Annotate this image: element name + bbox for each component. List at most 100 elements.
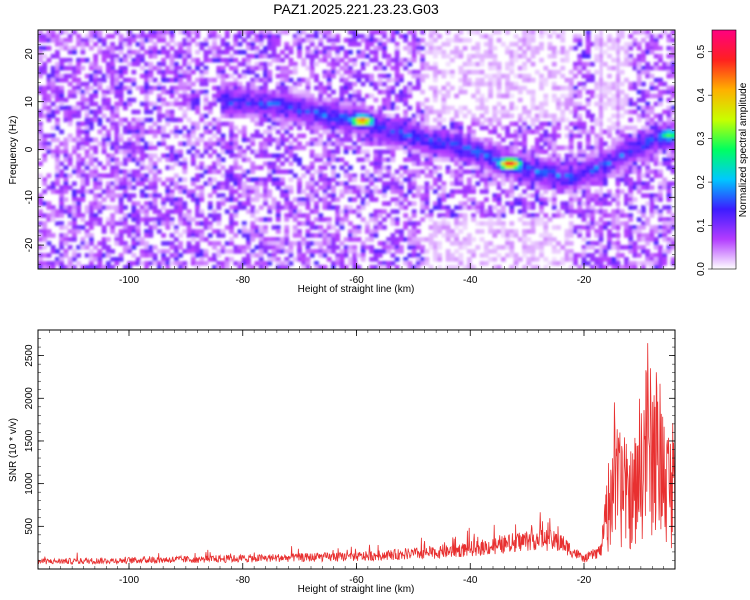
heatmap-cell — [394, 185, 400, 190]
heatmap-cell — [297, 185, 302, 190]
heatmap-cell — [526, 221, 532, 226]
heatmap-cell — [556, 85, 561, 91]
heatmap-cell — [475, 121, 481, 127]
heatmap-cell — [547, 185, 553, 190]
heatmap-cell — [67, 121, 73, 127]
heatmap-cell — [445, 41, 451, 47]
heatmap-cell — [394, 133, 400, 139]
heatmap-cell — [309, 221, 315, 226]
heatmap-cell — [54, 85, 60, 91]
heatmap-cell — [67, 205, 73, 210]
heatmap-cell — [483, 181, 489, 186]
heatmap-cell — [394, 181, 400, 186]
heatmap-cell — [326, 249, 332, 254]
heatmap-cell — [428, 185, 434, 190]
heatmap-cell — [280, 65, 285, 71]
heatmap-cell — [46, 241, 52, 246]
heatmap-cell — [415, 141, 421, 147]
heatmap-cell — [224, 257, 230, 262]
heatmap-cell — [522, 41, 527, 47]
heatmap-cell — [314, 33, 319, 39]
heatmap-cell — [594, 141, 600, 147]
heatmap-cell — [280, 161, 285, 167]
heatmap-cell — [420, 237, 426, 242]
heatmap-cell — [301, 97, 307, 103]
heatmap-cell — [534, 241, 540, 246]
heatmap-cell — [135, 213, 141, 218]
heatmap-cell — [496, 165, 502, 171]
heatmap-cell — [169, 241, 175, 246]
heatmap-cell — [547, 233, 553, 238]
heatmap-cell — [513, 129, 519, 135]
heatmap-cell — [339, 257, 345, 262]
heatmap-cell — [602, 197, 608, 202]
heatmap-cell — [466, 30, 472, 35]
heatmap-cell — [229, 81, 234, 87]
heatmap-cell — [335, 137, 341, 143]
heatmap-cell — [38, 65, 43, 71]
heatmap-cell — [309, 129, 315, 135]
heatmap-cell — [428, 209, 434, 214]
heatmap-cell — [573, 225, 578, 230]
heatmap-cell — [292, 209, 298, 214]
heatmap-cell — [63, 45, 69, 51]
heatmap-cell — [118, 169, 124, 174]
heatmap-cell — [263, 129, 268, 135]
heatmap-cell — [513, 229, 519, 234]
heatmap-cell — [534, 245, 540, 250]
heatmap-cell — [445, 193, 451, 198]
heatmap-cell — [76, 101, 82, 107]
heatmap-cell — [118, 41, 124, 47]
heatmap-cell — [275, 205, 281, 210]
heatmap-cell — [182, 217, 188, 222]
heatmap-cell — [577, 89, 583, 95]
heatmap-cell — [292, 117, 298, 123]
heatmap-cell — [619, 221, 625, 226]
heatmap-cell — [360, 61, 366, 67]
heatmap-cell — [424, 165, 430, 171]
heatmap-cell — [207, 33, 213, 39]
heatmap-cell — [212, 133, 217, 139]
heatmap-cell — [386, 85, 392, 91]
heatmap-cell — [152, 185, 158, 190]
heatmap-cell — [114, 261, 120, 266]
heatmap-cell — [288, 209, 294, 214]
heatmap-cell — [335, 57, 341, 63]
heatmap-cell — [339, 209, 345, 214]
heatmap-cell — [284, 113, 290, 119]
heatmap-cell — [267, 97, 273, 103]
heatmap-cell — [585, 45, 591, 51]
heatmap-cell — [356, 117, 362, 123]
heatmap-cell — [263, 249, 268, 254]
heatmap-cell — [424, 197, 430, 202]
heatmap-cell — [509, 149, 515, 155]
heatmap-cell — [381, 65, 387, 71]
heatmap-cell — [131, 81, 137, 87]
heatmap-cell — [505, 113, 510, 119]
heatmap-cell — [581, 53, 587, 59]
heatmap-cell — [186, 213, 192, 218]
heatmap-cell — [415, 185, 421, 190]
heatmap-cell — [590, 61, 595, 67]
heatmap-cell — [250, 213, 256, 218]
heatmap-cell — [284, 30, 290, 35]
heatmap-cell — [131, 61, 137, 67]
heatmap-cell — [186, 37, 192, 43]
heatmap-cell — [526, 201, 532, 206]
heatmap-cell — [275, 229, 281, 234]
heatmap-cell — [258, 97, 264, 103]
heatmap-cell — [67, 133, 73, 139]
heatmap-cell — [203, 249, 209, 254]
heatmap-cell — [182, 221, 188, 226]
heatmap-cell — [314, 129, 319, 135]
heatmap-cell — [284, 45, 290, 51]
heatmap-cell — [59, 233, 65, 238]
heatmap-cell — [110, 125, 116, 131]
heatmap-cell — [602, 201, 608, 206]
heatmap-cell — [305, 197, 311, 202]
heatmap-cell — [407, 137, 413, 143]
heatmap-cell — [539, 197, 544, 202]
heatmap-cell — [305, 37, 311, 43]
heatmap-cell — [199, 81, 205, 87]
heatmap-cell — [131, 37, 137, 43]
